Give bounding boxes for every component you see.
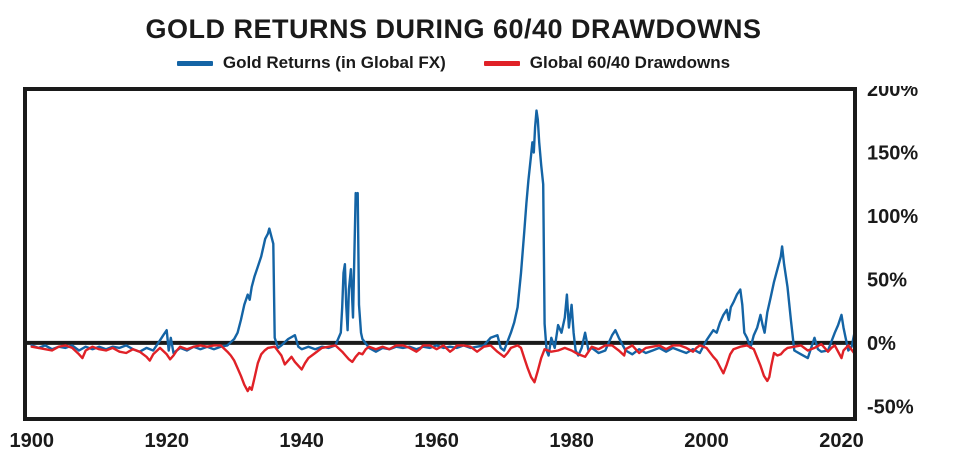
y-axis-tick-label: 150% bbox=[867, 142, 918, 164]
chart-series-group bbox=[25, 109, 855, 393]
x-axis-tick-label: 1980 bbox=[549, 430, 594, 452]
x-axis-tick-label: 2020 bbox=[819, 430, 864, 452]
y-axis-tick-label: 100% bbox=[867, 206, 918, 228]
chart-legend: Gold Returns (in Global FX) Global 60/40… bbox=[0, 45, 967, 75]
legend-item-drawdowns: Global 60/40 Drawdowns bbox=[483, 53, 731, 73]
legend-item-gold-returns: Gold Returns (in Global FX) bbox=[176, 53, 446, 73]
legend-label-drawdowns: Global 60/40 Drawdowns bbox=[529, 53, 731, 72]
drawdowns-line-swatch bbox=[483, 60, 520, 66]
chart-svg: 200% 150% 100% 50% 0% -50% 1900 1920 1940 1960 198… bbox=[9, 79, 918, 452]
chart-axes-group: 200% 150% 100% 50% 0% -50% 1900 1920 1940 1960 198… bbox=[9, 79, 918, 452]
gold-returns-line-swatch bbox=[176, 60, 213, 66]
x-axis-tick-label: 1920 bbox=[144, 430, 189, 452]
legend-label-gold-returns: Gold Returns (in Global FX) bbox=[222, 53, 446, 72]
y-axis-tick-label: -50% bbox=[867, 396, 914, 418]
y-axis-tick-label: 50% bbox=[867, 269, 907, 291]
gold-returns-line bbox=[30, 109, 855, 360]
drawdowns-line bbox=[30, 342, 855, 393]
y-axis-tick-label: 200% bbox=[867, 86, 918, 101]
x-axis-tick-label: 2000 bbox=[684, 430, 729, 452]
x-axis-tick-label: 1940 bbox=[279, 430, 324, 452]
x-axis-tick-label: 1960 bbox=[414, 430, 459, 452]
y-axis-tick-label: 0% bbox=[867, 333, 896, 355]
chart-title: GOLD RETURNS DURING 60/40 DRAWDOWNS bbox=[145, 14, 762, 44]
chart-area: 200% 150% 100% 50% 0% -50% 1900 1920 1940 1960 198… bbox=[0, 79, 967, 462]
plot-border bbox=[23, 87, 857, 421]
x-axis-tick-label: 1900 bbox=[9, 430, 54, 452]
